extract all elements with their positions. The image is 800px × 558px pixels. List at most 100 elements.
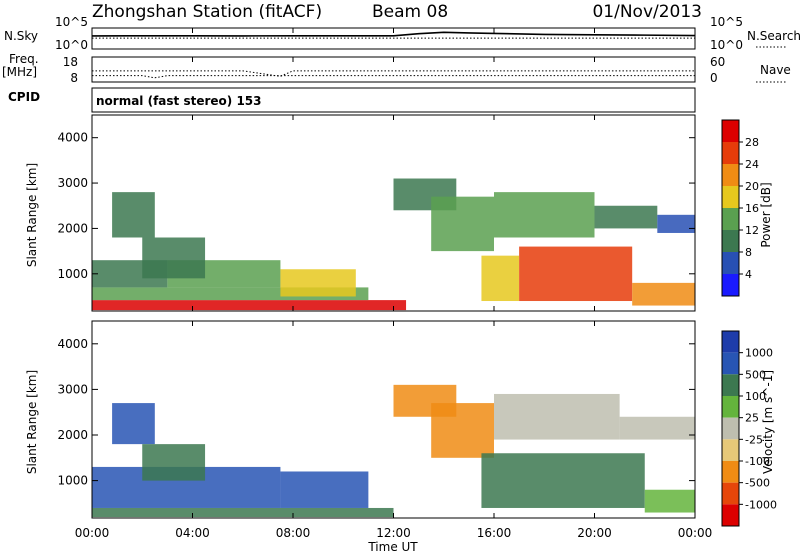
y-tick-label: 2000	[57, 428, 88, 442]
colorbar-tick-label: -1000	[745, 498, 777, 511]
velocity-colorbar-swatch	[722, 439, 739, 461]
colorbar-tick-label: 4	[745, 268, 752, 281]
power-colorbar-swatch	[722, 120, 739, 142]
x-axis-ticks: 00:00 04:00 08:00 12:00 16:00 20:00 00:00	[75, 28, 713, 540]
power-cell	[280, 269, 356, 297]
freq-tick-bottom: 8	[70, 71, 78, 85]
y-tick-label: 1000	[57, 474, 88, 488]
cpid-label: CPID	[8, 90, 40, 104]
power-cell	[657, 214, 695, 233]
velocity-cell	[619, 416, 695, 440]
freq-tick-top: 18	[63, 55, 78, 69]
x-tick-label: 20:00	[577, 526, 612, 540]
y-tick-label: 1000	[57, 267, 88, 281]
power-colorbar-swatch	[722, 186, 739, 208]
nsky-tick-bottom: 10^0	[55, 38, 88, 52]
velocity-colorbar-swatch	[722, 482, 739, 505]
velocity-cell	[494, 393, 620, 440]
cpid-value: normal (fast stereo) 153	[96, 94, 262, 108]
x-tick-label: 16:00	[477, 526, 512, 540]
power-cell	[92, 300, 407, 311]
power-colorbar-swatch	[722, 164, 739, 186]
x-tick-label: 00:00	[75, 526, 110, 540]
power-cell	[481, 255, 520, 302]
nave-tick-top: 60	[710, 55, 725, 69]
colorbar-tick-label: 20	[745, 180, 759, 193]
y-tick-label: 4000	[57, 131, 88, 145]
colorbar-tick-label: -100	[745, 455, 770, 468]
velocity-cell	[142, 444, 206, 481]
power-cell	[142, 237, 206, 279]
y-tick-label: 3000	[57, 176, 88, 190]
power-cell	[431, 196, 494, 252]
power-cell	[594, 205, 658, 229]
velocity-colorbar-swatch	[722, 352, 739, 375]
colorbar-tick-label: -25	[745, 433, 763, 446]
nave-label: Nave	[760, 63, 791, 77]
colorbar-tick-label: 12	[745, 224, 759, 237]
data-panels: 1000 2000 3000 4000 1000 2000 3000 4000	[57, 114, 696, 519]
x-tick-label: 08:00	[276, 526, 311, 540]
colorbar-tick-label: 100	[745, 390, 766, 403]
velocity-cell	[431, 403, 494, 458]
date-label: 01/Nov/2013	[592, 2, 702, 22]
cpid-frame	[91, 87, 696, 113]
y-tick-label: 3000	[57, 382, 88, 396]
nsearch-tick-top: 10^5	[710, 15, 743, 29]
velocity-ylabel: Slant Range [km]	[25, 370, 39, 474]
power-ylabel: Slant Range [km]	[25, 163, 39, 267]
x-tick-label: 04:00	[175, 526, 210, 540]
velocity-colorbar-swatch	[722, 504, 739, 526]
colorbar-tick-label: 24	[745, 158, 759, 171]
freq-unit: [MHz]	[2, 65, 37, 79]
y-tick-label: 2000	[57, 221, 88, 235]
velocity-cell	[92, 507, 394, 518]
nsearch-tick-bottom: 10^0	[710, 38, 743, 52]
x-tick-label: 00:00	[678, 526, 713, 540]
power-cell	[632, 282, 695, 306]
station-title: Zhongshan Station (fitACF)	[92, 2, 322, 22]
nsky-tick-top: 10^5	[55, 15, 88, 29]
colorbar-tick-label: -500	[745, 477, 770, 490]
nave-tick-bottom: 0	[710, 71, 718, 85]
x-axis-label: Time UT	[367, 540, 418, 554]
velocity-colorbar-swatch	[722, 461, 739, 483]
x-tick-label: 12:00	[376, 526, 411, 540]
colorbars: 4 8 12 16 20 24 28 1000 500 100 25 -25 -100 -500 -1000	[721, 119, 777, 527]
power-colorbar-swatch	[722, 208, 739, 230]
colorbar-tick-label: 8	[745, 246, 752, 259]
nsky-label: N.Sky	[4, 29, 38, 43]
power-colorbar-swatch	[722, 142, 739, 164]
velocity-colorbar-swatch	[722, 417, 739, 440]
power-cell	[494, 192, 595, 238]
beam-label: Beam 08	[372, 2, 448, 22]
velocity-cell	[280, 471, 369, 508]
power-cell	[112, 192, 155, 238]
velocity-cell	[112, 403, 155, 445]
velocity-colorbar-frame	[721, 330, 740, 527]
power-colorbar-swatch	[722, 230, 739, 252]
power-colorbar-swatch	[722, 274, 739, 296]
nave-series-line	[92, 70, 695, 77]
nsky-series-line	[91, 31, 696, 37]
velocity-colorbar-swatch	[722, 331, 739, 353]
colorbar-tick-label: 1000	[745, 347, 773, 360]
velocity-colorbar-label: Velocity [m s^-1]	[761, 370, 775, 474]
freq-label: Freq.	[9, 52, 39, 66]
colorbar-tick-label: 28	[745, 136, 759, 149]
colorbar-tick-label: 500	[745, 368, 766, 381]
power-cell	[519, 246, 633, 302]
velocity-colorbar-swatch	[722, 374, 739, 396]
colorbar-tick-label: 25	[745, 412, 759, 425]
velocity-colorbar-swatch	[722, 396, 739, 418]
power-colorbar-swatch	[722, 252, 739, 274]
velocity-cell	[644, 489, 695, 513]
power-colorbar-label: Power [dB]	[759, 182, 773, 247]
colorbar-tick-label: 16	[745, 202, 759, 215]
nsearch-label: N.Search	[747, 29, 800, 43]
freq-series-line	[92, 75, 695, 79]
y-tick-label: 4000	[57, 337, 88, 351]
velocity-cell	[481, 453, 645, 508]
